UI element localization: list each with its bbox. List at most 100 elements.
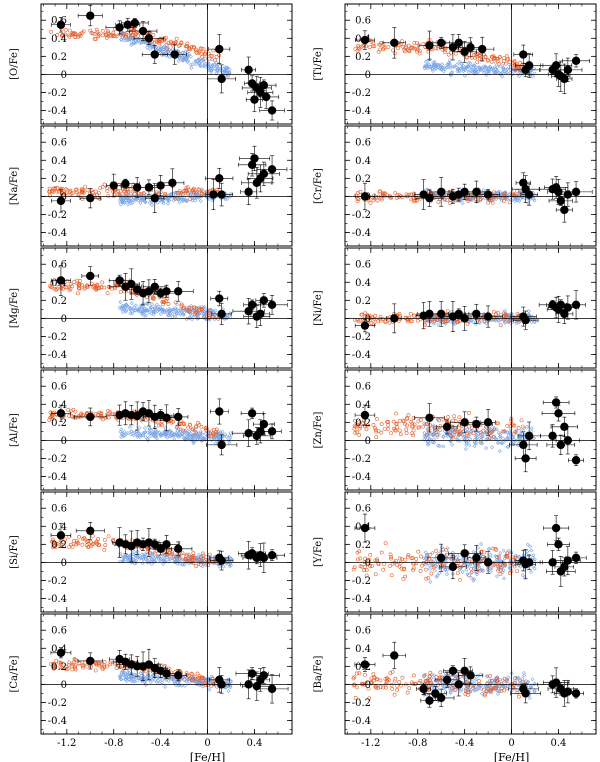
thick-disk-marker [457, 415, 462, 420]
thick-disk-marker [422, 321, 427, 326]
thin-disk-marker [154, 302, 159, 307]
thick-disk-marker [466, 690, 471, 695]
thin-disk-marker [467, 319, 472, 324]
thick-disk-marker [50, 189, 54, 194]
thick-disk-marker [85, 664, 89, 669]
thick-disk-marker [502, 199, 506, 203]
thin-disk-marker [136, 307, 141, 312]
y-tick-label: 0.4 [51, 34, 67, 45]
thin-disk-marker [158, 305, 163, 310]
thick-disk-marker [96, 537, 100, 542]
y-tick-label: -0.4 [352, 472, 371, 483]
thin-disk-marker [171, 307, 176, 312]
thick-disk-marker [513, 430, 518, 434]
thick-disk-marker [386, 420, 390, 424]
thick-disk-marker [61, 33, 66, 38]
thick-disk-marker [397, 428, 402, 433]
thin-disk-marker [525, 542, 530, 547]
thick-disk-marker [498, 323, 503, 328]
thin-disk-marker [498, 312, 503, 317]
thick-disk-marker [102, 285, 107, 290]
star-point [250, 542, 278, 574]
thick-disk-marker [464, 434, 469, 439]
y-tick-label: -0.2 [48, 88, 67, 99]
thick-disk-marker [355, 199, 360, 204]
thick-disk-marker [214, 427, 219, 432]
thin-disk-marker [479, 691, 485, 696]
thick-disk-marker [173, 40, 178, 45]
thin-disk-marker [170, 307, 175, 312]
thin-disk-marker [188, 62, 193, 67]
thick-disk-marker [181, 421, 186, 426]
thick-disk-marker [211, 681, 216, 686]
thin-disk-marker [228, 315, 233, 320]
thin-disk-marker [149, 45, 154, 50]
thick-disk-marker [189, 671, 194, 676]
thick-disk-marker [436, 682, 440, 687]
thick-disk-marker [95, 30, 100, 34]
star-point [436, 419, 458, 435]
thin-disk-marker [151, 312, 156, 317]
thin-disk-marker [173, 306, 178, 311]
thick-disk-marker [393, 428, 398, 433]
thin-disk-marker [155, 678, 160, 683]
star-point [568, 688, 584, 699]
thick-disk-marker [518, 192, 523, 196]
thick-disk-marker [124, 34, 129, 39]
thick-disk-marker [400, 675, 405, 680]
panel-ca: -0.4-0.200.20.40.6[Ca/Fe]-1.2 -0.8 -0.4 0 0.… [9, 613, 293, 762]
thin-disk-marker [530, 74, 535, 79]
thin-disk-marker [490, 66, 495, 71]
thick-disk-marker [393, 51, 397, 56]
y-tick-label: 0 [365, 558, 371, 569]
thin-disk-marker [433, 560, 438, 565]
thin-disk-marker [131, 305, 136, 310]
thick-disk-marker [199, 46, 204, 51]
thick-disk-marker [185, 44, 190, 49]
thick-disk-marker [389, 683, 394, 687]
thin-disk-marker [133, 429, 138, 434]
thick-disk-marker [203, 52, 208, 56]
thin-disk-marker [129, 671, 134, 676]
thin-disk-marker [457, 59, 462, 64]
thin-disk-marker [448, 73, 453, 78]
thick-disk-marker [182, 677, 187, 682]
thick-disk-marker [72, 657, 77, 662]
thin-disk-marker [471, 63, 476, 68]
thin-disk-marker [502, 556, 507, 561]
thin-disk-marker [443, 567, 448, 572]
thin-disk-marker [137, 308, 142, 313]
thin-disk-marker [461, 429, 466, 434]
thick-disk-marker [501, 58, 506, 63]
thin-disk-marker [118, 202, 123, 207]
thick-disk-marker [82, 286, 87, 291]
thick-disk-marker [79, 411, 84, 416]
thick-disk-marker [83, 184, 88, 189]
thin-disk-marker [463, 447, 468, 452]
thick-disk-marker [93, 661, 98, 666]
thick-disk-marker [373, 317, 378, 322]
thin-disk-marker [505, 435, 510, 440]
thick-disk-marker [176, 190, 181, 195]
thick-disk-marker [355, 49, 360, 53]
thick-disk-marker [488, 674, 492, 678]
thick-disk-marker [379, 422, 384, 427]
thin-disk-marker [138, 671, 143, 676]
thick-disk-marker [94, 286, 99, 291]
thin-disk-marker [227, 564, 232, 569]
thick-disk-marker [496, 564, 500, 569]
star-point [546, 295, 571, 323]
thick-disk-marker [501, 317, 506, 322]
thick-disk-marker [386, 45, 391, 49]
y-tick-label: 0.2 [51, 174, 67, 185]
thick-disk-marker [391, 419, 396, 424]
thick-disk-marker [453, 688, 458, 692]
thin-disk-marker [227, 311, 232, 316]
thin-disk-marker [138, 200, 143, 205]
thin-disk-marker [164, 308, 169, 313]
thick-disk-marker [187, 422, 192, 427]
thick-disk-marker [151, 295, 156, 300]
thin-disk-marker [517, 555, 522, 560]
star-point [262, 423, 282, 440]
thick-disk-marker [456, 559, 460, 564]
